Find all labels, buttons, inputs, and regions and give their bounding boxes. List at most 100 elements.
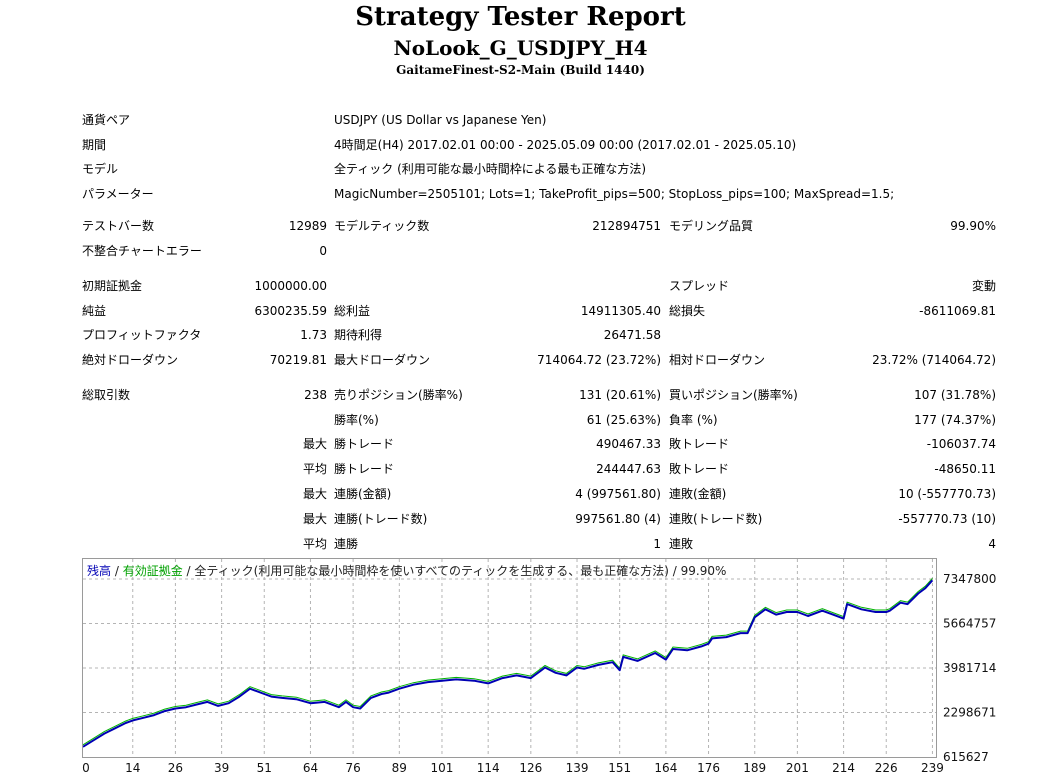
legend-sep-1: / — [111, 564, 123, 578]
params-label: パラメーター — [82, 187, 154, 201]
y-tick-label: 2298671 — [943, 706, 996, 720]
chart-lines — [82, 577, 934, 748]
x-tick-label: 76 — [345, 761, 360, 773]
gross-loss-label: 総損失 — [669, 304, 706, 318]
total-trades-label: 総取引数 — [82, 388, 131, 402]
total-trades-value: 238 — [304, 388, 327, 402]
model-value: 全ティック (利用可能な最小時間枠による最も正確な方法) — [334, 162, 647, 176]
quality-label: モデリング品質 — [669, 219, 754, 233]
x-tick-label: 14 — [125, 761, 140, 773]
report-title: Strategy Tester Report — [355, 2, 686, 32]
win-rate-label: 勝率(%) — [334, 413, 379, 427]
win-rate-value: 61 (25.63%) — [586, 413, 661, 427]
x-tick-label: 0 — [82, 761, 90, 773]
gross-profit-value: 14911305.40 — [580, 304, 661, 318]
avg-loss-value: -48650.11 — [934, 462, 996, 476]
y-tick-label: 5664757 — [943, 617, 996, 631]
loss-rate-value: 177 (74.37%) — [914, 413, 996, 427]
max-cons-losses-value: 10 (-557770.73) — [898, 487, 996, 501]
x-tick-label: 176 — [697, 761, 720, 773]
x-tick-label: 26 — [168, 761, 183, 773]
ticks-label: モデルティック数 — [334, 219, 430, 233]
x-tick-label: 239 — [921, 761, 944, 773]
short-positions-label: 売りポジション(勝率%) — [334, 388, 463, 402]
largest-loss-value: -106037.74 — [926, 437, 996, 451]
net-profit-value: 6300235.59 — [254, 304, 327, 318]
avg-cons-losses-label: 連敗 — [669, 537, 694, 551]
max-cons-profit-label: 連勝(トレード数) — [334, 512, 428, 526]
avg-cons-wins-value: 1 — [653, 537, 661, 551]
params-value: MagicNumber=2505101; Lots=1; TakeProfit_… — [334, 187, 895, 201]
x-tick-label: 114 — [477, 761, 500, 773]
x-tick-label: 51 — [257, 761, 272, 773]
max-cons-wins-value: 4 (997561.80) — [575, 487, 661, 501]
abs-drawdown-label: 絶対ドローダウン — [82, 353, 179, 367]
chart-legend: 残高 / 有効証拠金 / 全ティック(利用可能な最小時間枠を使いすべてのティック… — [87, 563, 726, 579]
model-label: モデル — [82, 162, 119, 176]
x-tick-label: 89 — [392, 761, 407, 773]
average-prefix: 平均 — [302, 462, 327, 476]
largest-prefix: 最大 — [302, 437, 327, 451]
avg-cons-wins-label: 連勝 — [334, 537, 359, 551]
y-tick-label: 3981714 — [943, 661, 996, 675]
chart-frame — [82, 558, 937, 758]
spread-label: スプレッド — [669, 279, 730, 293]
profit-factor-label: プロフィットファクタ — [82, 328, 202, 342]
x-tick-label: 64 — [303, 761, 318, 773]
deposit-value: 1000000.00 — [254, 279, 327, 293]
long-positions-value: 107 (31.78%) — [914, 388, 996, 402]
quality-value: 99.90% — [950, 219, 996, 233]
short-positions-value: 131 (20.61%) — [579, 388, 661, 402]
ticks-value: 212894751 — [592, 219, 661, 233]
chart-grid — [83, 559, 936, 757]
balance-line — [82, 579, 934, 748]
server-build: GaitameFinest-S2-Main (Build 1440) — [396, 63, 645, 77]
legend-balance: 残高 — [87, 564, 112, 578]
max-cons-profit-value: 997561.80 (4) — [575, 512, 661, 526]
period-label: 期間 — [82, 138, 107, 152]
expected-payoff-label: 期待利得 — [334, 328, 383, 342]
avg-win-label: 勝トレード — [334, 462, 395, 476]
largest-win-label: 勝トレード — [334, 437, 395, 451]
max-cons-loss-label: 連敗(トレード数) — [669, 512, 763, 526]
expected-payoff-value: 26471.58 — [603, 328, 661, 342]
ea-name: NoLook_G_USDJPY_H4 — [393, 36, 648, 60]
y-tick-label: 7347800 — [943, 572, 996, 586]
period-value: 4時間足(H4) 2017.02.01 00:00 - 2025.05.09 0… — [334, 138, 797, 152]
x-tick-label: 214 — [832, 761, 855, 773]
loss-rate-label: 負率 (%) — [669, 413, 718, 427]
symbol-label: 通貨ペア — [82, 113, 131, 127]
long-positions-label: 買いポジション(勝率%) — [669, 388, 798, 402]
largest-win-value: 490467.33 — [596, 437, 661, 451]
max-cons-wins-label: 連勝(金額) — [334, 487, 392, 501]
x-tick-label: 164 — [654, 761, 677, 773]
x-tick-label: 226 — [875, 761, 898, 773]
x-tick-label: 139 — [566, 761, 589, 773]
max-cons-prefix: 最大 — [302, 487, 327, 501]
deposit-label: 初期証拠金 — [82, 279, 143, 293]
y-axis-labels: 7347800 5664757 3981714 2298671 615627 — [943, 572, 996, 764]
avg-win-value: 244447.63 — [596, 462, 661, 476]
bars-label: テストバー数 — [82, 219, 155, 233]
legend-equity: 有効証拠金 — [122, 564, 183, 578]
mismatch-label: 不整合チャートエラー — [82, 244, 202, 258]
max-drawdown-value: 714064.72 (23.72%) — [537, 353, 661, 367]
gross-loss-value: -8611069.81 — [919, 304, 996, 318]
symbol-value: USDJPY (US Dollar vs Japanese Yen) — [334, 113, 547, 127]
profit-factor-value: 1.73 — [300, 328, 327, 342]
spread-value: 変動 — [971, 279, 996, 293]
y-tick-label: 615627 — [943, 750, 989, 764]
x-tick-label: 126 — [519, 761, 542, 773]
max-cons-count-prefix: 最大 — [302, 512, 327, 526]
avg-loss-label: 敗トレード — [669, 462, 730, 476]
mismatch-value: 0 — [319, 244, 327, 258]
x-axis-labels: 0 14 26 39 51 64 76 89 101 114 126 139 151 164 176 189 2… — [82, 761, 944, 773]
rel-drawdown-value: 23.72% (714064.72) — [872, 353, 996, 367]
legend-sep-2: / — [182, 564, 195, 578]
x-tick-label: 201 — [786, 761, 809, 773]
x-tick-label: 39 — [214, 761, 229, 773]
max-drawdown-label: 最大ドローダウン — [334, 353, 431, 367]
gross-profit-label: 総利益 — [334, 304, 371, 318]
legend-description: 全ティック(利用可能な最小時間枠を使いすべてのティックを生成する、最も正確な方法… — [194, 564, 727, 578]
